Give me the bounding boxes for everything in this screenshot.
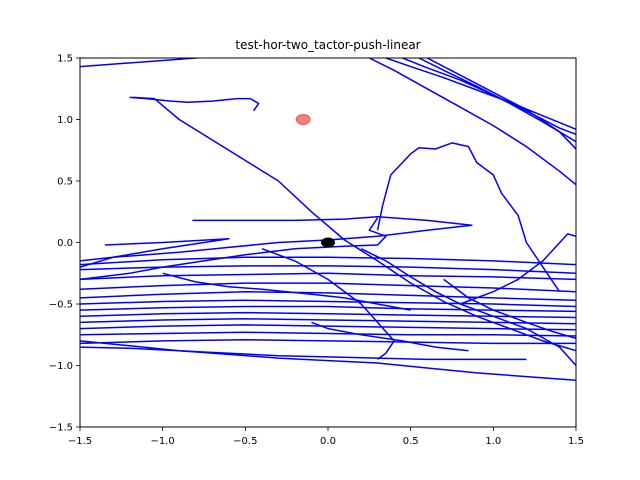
trajectory-line-13 xyxy=(80,265,576,275)
x-tick-label: 1.5 xyxy=(568,436,584,447)
trajectory-line-31 xyxy=(443,278,576,340)
x-tick-label: 0.5 xyxy=(403,436,419,447)
trajectory-line-22 xyxy=(80,331,576,337)
x-axis: −1.5 −1.0 −0.5 0.0 0.5 1.0 1.5 xyxy=(68,427,584,447)
trajectory-line-18 xyxy=(80,305,576,313)
trajectory-line-24 xyxy=(80,340,576,382)
y-tick-label: 0.5 xyxy=(57,177,73,188)
marker-layer xyxy=(295,114,335,248)
trajectory-line-30 xyxy=(311,321,469,352)
y-axis: −1.5 −1.0 −0.5 0.0 0.5 1.0 1.5 xyxy=(49,54,80,434)
x-tick-label: 1.0 xyxy=(485,436,501,447)
trajectory-line-1 xyxy=(132,96,576,352)
trajectory-line-9 xyxy=(80,217,387,281)
target-marker xyxy=(295,114,311,125)
trajectory-line-8 xyxy=(376,142,561,293)
x-tick-label: 0.0 xyxy=(320,436,336,447)
trajectory-line-21 xyxy=(80,324,576,331)
trajectory-line-27 xyxy=(261,247,395,361)
trajectory-line-25 xyxy=(80,346,527,361)
y-tick-label: 1.5 xyxy=(57,54,73,65)
y-tick-label: 0.0 xyxy=(57,238,73,249)
trajectory-line-16 xyxy=(80,290,576,302)
trajectory-line-12 xyxy=(80,256,576,266)
trajectory-line-0 xyxy=(129,96,260,112)
trajectory-line-23 xyxy=(80,338,576,345)
y-tick-label: 1.0 xyxy=(57,115,73,126)
trajectory-line-20 xyxy=(80,318,576,325)
x-tick-label: −1.0 xyxy=(151,436,175,447)
trajectory-line-10 xyxy=(80,215,473,262)
y-tick-label: −0.5 xyxy=(49,300,73,311)
trajectory-line-29 xyxy=(162,272,411,311)
trajectory-line-14 xyxy=(80,272,576,281)
x-tick-label: −1.5 xyxy=(68,436,92,447)
origin-marker xyxy=(321,237,335,248)
trajectory-line-15 xyxy=(80,282,576,293)
trajectory-line-11 xyxy=(80,238,230,268)
chart-title: test-hor-two_tactor-push-linear xyxy=(235,38,420,52)
trajectory-line-2 xyxy=(80,58,207,68)
trajectory-line-28 xyxy=(460,233,576,305)
trajectory-line-4 xyxy=(385,58,576,130)
series-layer xyxy=(80,58,576,382)
trajectory-line-17 xyxy=(80,299,576,308)
y-tick-label: −1.0 xyxy=(49,361,73,372)
trajectory-line-3 xyxy=(368,58,576,186)
x-tick-label: −0.5 xyxy=(233,436,257,447)
y-tick-label: −1.5 xyxy=(49,423,73,434)
trajectory-line-7 xyxy=(426,58,576,150)
